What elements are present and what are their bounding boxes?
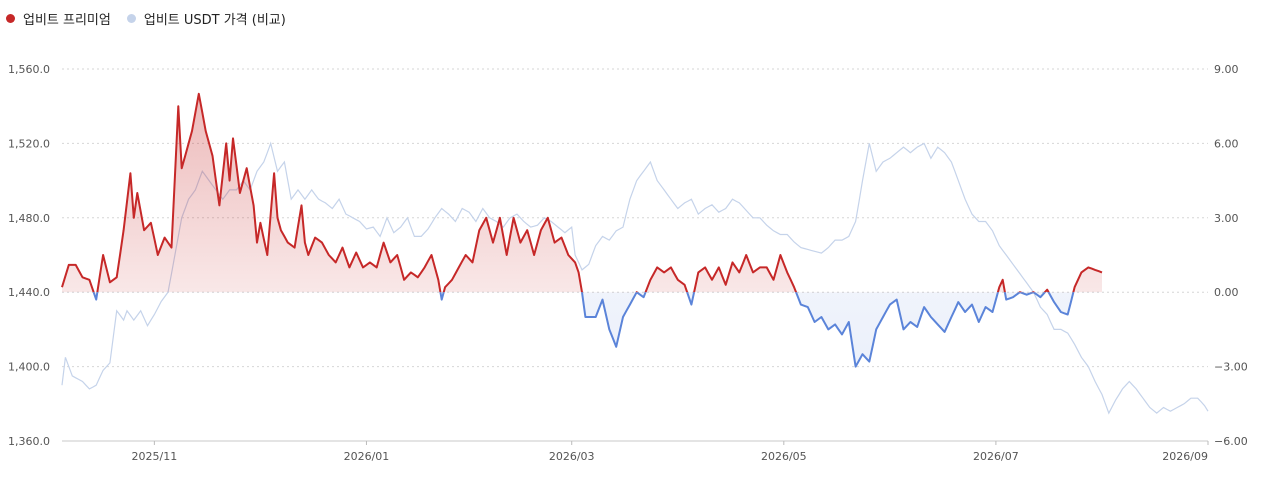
- left-tick-label: 1,400.0: [8, 361, 50, 374]
- premium-negative-line: [92, 292, 1075, 368]
- series-layer: [61, 92, 1209, 415]
- left-tick-label: 1,520.0: [8, 137, 50, 150]
- legend-item-premium[interactable]: 업비트 프리미엄: [6, 9, 111, 28]
- right-tick-label: 3.00: [1214, 212, 1239, 225]
- right-tick-label: −6.00: [1214, 435, 1248, 448]
- right-tick-label: 9.00: [1214, 63, 1239, 76]
- legend: 업비트 프리미엄 업비트 USDT 가격 (비교): [6, 9, 286, 28]
- x-tick-label: 2026/03: [549, 450, 595, 463]
- usdt-price-line: [61, 141, 1209, 415]
- legend-dot-usdt-icon: [126, 14, 136, 23]
- left-tick-label: 1,440.0: [8, 286, 50, 299]
- legend-dot-premium-icon: [6, 14, 15, 23]
- right-tick-label: −3.00: [1214, 361, 1248, 374]
- left-tick-label: 1,560.0: [8, 63, 50, 76]
- premium-negative-area: [93, 292, 1074, 367]
- x-tick-label: 2026/05: [761, 450, 807, 463]
- right-tick-label: 0.00: [1214, 286, 1239, 299]
- right-tick-label: 6.00: [1214, 137, 1239, 150]
- legend-item-usdt[interactable]: 업비트 USDT 가격 (비교): [126, 9, 286, 28]
- x-tick-label: 2025/11: [132, 450, 178, 463]
- left-tick-label: 1,480.0: [8, 212, 50, 225]
- x-tick-label: 2026/07: [973, 450, 1019, 463]
- x-tick-label: 2026/09: [1162, 450, 1208, 463]
- x-tick-label: 2026/01: [344, 450, 390, 463]
- legend-label-premium: 업비트 프리미엄: [23, 13, 111, 28]
- left-tick-label: 1,360.0: [8, 435, 50, 448]
- axes: 1,360.0 1,400.0 1,440.0 1,480.0 1,520.0 1,560…: [8, 63, 1248, 463]
- legend-label-usdt: 업비트 USDT 가격 (비교): [143, 13, 286, 28]
